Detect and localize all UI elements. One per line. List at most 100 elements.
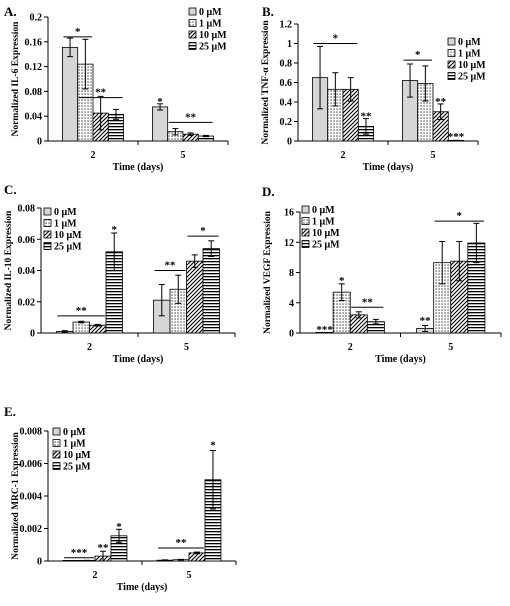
significance-mark: ** xyxy=(165,260,177,272)
panel-label: E. xyxy=(4,404,16,419)
y-tick-label: 0.08 xyxy=(25,87,43,98)
y-tick-label: 0.16 xyxy=(25,37,43,48)
legend-swatch xyxy=(43,219,52,227)
y-tick-label: 0.004 xyxy=(20,492,43,503)
legend-entry: 25 μM xyxy=(199,42,227,53)
bar xyxy=(202,248,220,334)
legend-entry: 1 μM xyxy=(312,217,335,228)
y-tick-label: 0.008 xyxy=(20,427,43,438)
significance-mark: * xyxy=(75,26,81,38)
significance-mark: * xyxy=(339,275,345,287)
x-tick-label: 2 xyxy=(87,342,92,353)
y-tick-label: 0.2 xyxy=(30,13,43,24)
y-tick-label: 0.4 xyxy=(280,98,293,109)
legend-swatch xyxy=(52,427,61,436)
legend-entry: 25 μM xyxy=(312,240,340,251)
chart-panel-d: D. 0 4 8 12 16 Normalized VEGF Expression 2 5 Tim… xyxy=(262,184,502,365)
legend-entry: 1 μM xyxy=(63,439,86,450)
legend-entry: 0 μM xyxy=(199,7,222,18)
legend-swatch xyxy=(188,7,197,16)
legend-entry: 1 μM xyxy=(54,219,77,230)
legend-swatch xyxy=(43,242,52,250)
legend-swatch xyxy=(43,207,52,216)
x-axis-label: Time (days) xyxy=(363,162,414,173)
y-tick-label: 0.06 xyxy=(18,235,36,246)
legend-swatch xyxy=(301,205,310,214)
legend-swatch xyxy=(52,450,61,459)
y-tick-label: 8 xyxy=(289,268,294,279)
significance-mark: ** xyxy=(362,296,374,308)
significance-mark: *** xyxy=(448,131,465,143)
y-tick-label: 16 xyxy=(284,208,294,219)
x-axis-label: Time (days) xyxy=(113,162,164,173)
legend-entry: 10 μM xyxy=(312,228,340,239)
x-axis-label: Time (days) xyxy=(113,354,164,365)
panel-label: A. xyxy=(4,4,17,19)
x-tick-label: 2 xyxy=(341,150,346,161)
legend-swatch xyxy=(447,49,456,57)
y-axis-label: Normalized MRC-1 Expression xyxy=(11,432,21,560)
y-tick-label: 0.04 xyxy=(25,112,43,123)
y-tick-label: 0 xyxy=(289,329,294,340)
x-tick-label: 5 xyxy=(448,342,453,353)
legend-swatch xyxy=(52,462,61,470)
panel-label: C. xyxy=(4,182,17,197)
legend-entry: 25 μM xyxy=(458,72,486,83)
legend-entry: 10 μM xyxy=(458,60,486,71)
x-tick-label: 5 xyxy=(431,150,436,161)
bar xyxy=(72,321,90,334)
legend-entry: 0 μM xyxy=(54,207,77,218)
y-tick-label: 0.2 xyxy=(280,117,293,128)
x-tick-label: 2 xyxy=(348,342,353,353)
significance-mark: ** xyxy=(420,315,432,327)
bar xyxy=(151,106,169,142)
y-tick-label: 0 xyxy=(30,329,35,340)
significance-mark: * xyxy=(157,96,163,108)
legend-swatch xyxy=(301,228,310,237)
chart-panel-b: B. 0 0.2 0.4 0.6 0.8 1 1.2 Normalized TNF-α Expr… xyxy=(261,4,486,173)
y-tick-label: 1.2 xyxy=(280,20,293,31)
y-tick-label: 0.04 xyxy=(18,266,36,277)
legend-swatch xyxy=(447,60,456,69)
legend-entry: 0 μM xyxy=(63,427,86,438)
significance-mark: *** xyxy=(316,324,333,336)
y-tick-label: 12 xyxy=(284,238,294,249)
y-tick-label: 0.08 xyxy=(18,204,36,215)
significance-mark: ** xyxy=(185,111,197,123)
y-axis-label: Normalized IL-10 Expression xyxy=(4,210,14,330)
significance-mark: ** xyxy=(97,542,109,554)
legend-swatch xyxy=(188,30,197,39)
significance-mark: ** xyxy=(360,111,372,123)
x-tick-label: 5 xyxy=(184,342,189,353)
legend-swatch xyxy=(447,72,456,80)
y-tick-label: 0 xyxy=(37,557,42,568)
x-tick-label: 5 xyxy=(181,150,186,161)
significance-mark: ** xyxy=(435,96,447,108)
legend-swatch xyxy=(301,240,310,248)
legend-entry: 1 μM xyxy=(458,49,481,60)
y-tick-label: 0.02 xyxy=(18,297,36,308)
significance-mark: * xyxy=(200,225,206,237)
y-axis-label: Normalized TNF-α Expression xyxy=(261,20,271,145)
y-axis-label: Normalized VEGF Expression xyxy=(263,210,273,334)
legend-swatch xyxy=(301,217,310,225)
legend-swatch xyxy=(188,42,197,50)
legend-entry: 0 μM xyxy=(312,205,335,216)
y-tick-label: 0 xyxy=(37,137,42,148)
chart-panel-c: C. 0 0.02 0.04 0.06 0.08 Normalized IL-10 Expr… xyxy=(4,182,236,365)
x-axis-label: Time (days) xyxy=(375,354,426,365)
x-tick-label: 2 xyxy=(91,150,96,161)
y-tick-label: 0 xyxy=(287,137,292,148)
x-tick-label: 2 xyxy=(93,570,98,581)
significance-mark: *** xyxy=(71,547,88,559)
x-axis-label: Time (days) xyxy=(117,582,168,593)
significance-mark: * xyxy=(111,224,117,236)
legend-entry: 10 μM xyxy=(63,450,91,461)
significance-mark: * xyxy=(457,210,463,222)
legend-entry: 25 μM xyxy=(63,462,91,473)
panel-label: B. xyxy=(262,4,274,19)
legend-swatch xyxy=(188,19,197,27)
